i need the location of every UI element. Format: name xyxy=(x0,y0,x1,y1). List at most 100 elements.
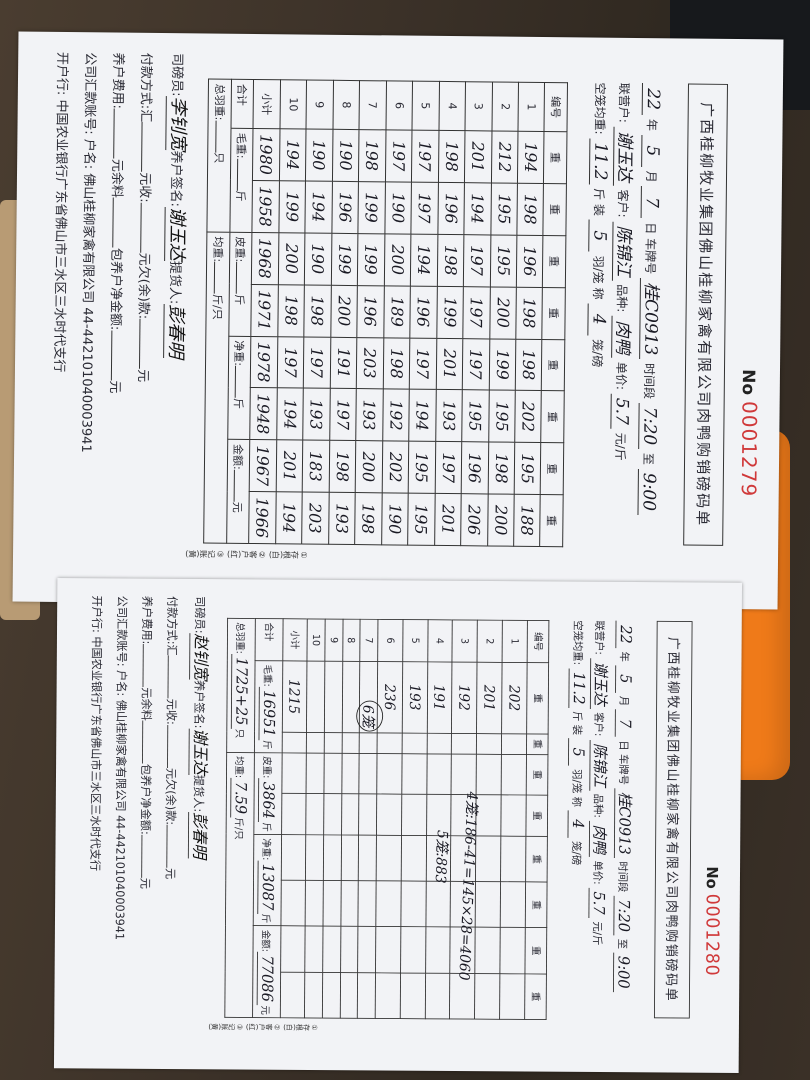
table-row: 5 197 197 194 196 197 194 195 195 xyxy=(407,81,440,546)
subtotal-cell: 1971 xyxy=(250,284,279,337)
total-net-label: 净重: xyxy=(260,838,273,861)
weight-cell: 195 xyxy=(490,182,518,235)
copy-legend: ①存根(白) ②客户(红) ③记账(黄) xyxy=(185,549,309,560)
weight-cell: 198 xyxy=(328,440,356,493)
subtotal-row: 小计 1215 xyxy=(279,618,308,1018)
field-cage-weight: 11.2 xyxy=(568,668,588,708)
field-cage-weight: 11.2 xyxy=(588,138,611,185)
unit: 只 xyxy=(233,728,246,739)
header-date-line: 22 年 5 月 7 日 车牌号 桂C0913 时间段 7:20 至 9:00 xyxy=(637,83,668,563)
total-label: 合计 xyxy=(254,618,283,661)
row-number: 5 xyxy=(412,81,440,131)
col-header-weight: 重 xyxy=(526,795,548,837)
total-birds-value xyxy=(215,120,217,153)
total-birds-label: 总羽重: xyxy=(212,83,226,121)
row-number: 7 xyxy=(359,80,387,130)
weight-cell: 201 xyxy=(464,130,492,183)
table-row: 10 xyxy=(304,618,326,1019)
unit: 只 xyxy=(211,152,226,164)
weight-cell: 202 xyxy=(381,441,409,494)
total-net: 净重: 斤 xyxy=(227,335,251,440)
form-title: 广西桂柳牧业集团佛山桂柳家禽有限公司肉鸭购销磅码单 xyxy=(653,620,693,1019)
row-number: 8 xyxy=(332,80,360,130)
weight-cell: 201 xyxy=(476,662,503,734)
weight-cell xyxy=(340,880,359,927)
header-party-line: 联营户: 谢玉达 客户: 陈锦江 品种: 肉鸭 单价: 5.7 元/斤 xyxy=(609,83,640,563)
owe-label: 欠(余)款: xyxy=(135,265,152,320)
weight-cell xyxy=(400,926,426,973)
weight-cell xyxy=(304,972,323,1019)
row-number: 10 xyxy=(307,618,326,662)
table-row: 8 xyxy=(339,619,361,1019)
owe-field xyxy=(138,319,141,370)
col-header-weight: 重 xyxy=(543,131,567,184)
col-header-weight: 重 xyxy=(525,836,548,883)
weight-cell xyxy=(306,793,324,835)
form-title: 广西桂柳牧业集团佛山桂柳家禽有限公司肉鸭购销磅码单 xyxy=(683,83,728,546)
serial-value: 0001280 xyxy=(701,893,724,977)
label-plate: 车牌号 xyxy=(617,753,630,786)
weight-cell xyxy=(323,834,342,881)
subtotal-row: 小计 1980 1958 1968 1971 1978 1948 1967 1966 xyxy=(248,79,281,544)
row-number: 4 xyxy=(438,81,466,131)
col-header-weight: 重 xyxy=(543,183,567,236)
label-per-scale: 笼/磅 xyxy=(570,840,583,866)
label-y: 年 xyxy=(644,118,659,132)
subtotal-cell: 1967 xyxy=(249,439,277,492)
label-d: 日 xyxy=(617,740,630,751)
subtotal-cell: 1978 xyxy=(250,335,278,389)
table-row: 5 193 xyxy=(399,619,428,1019)
unit: 元 xyxy=(136,252,152,266)
weight-cell: 195 xyxy=(514,442,542,495)
weight-cell: 188 xyxy=(513,494,541,547)
subtotal-cell xyxy=(280,880,306,927)
total-tare-label: 皮重: xyxy=(261,756,273,779)
label-time: 时间段 xyxy=(616,861,630,893)
payment-label: 付款方式: xyxy=(164,595,179,645)
col-header-weight: 重 xyxy=(525,881,548,928)
weight-cell xyxy=(357,926,376,973)
weight-cell xyxy=(322,926,341,973)
weight-cell: 200 xyxy=(355,440,383,493)
col-header-weight: 重 xyxy=(526,754,548,796)
total-gross-label: 毛重: xyxy=(234,132,248,159)
fee-field xyxy=(142,644,144,688)
weight-cell: 191 xyxy=(329,336,357,389)
weight-cell: 199 xyxy=(358,181,386,234)
total-gross-value xyxy=(237,158,239,191)
weight-cell: 195 xyxy=(461,390,489,443)
total-amount-label: 金额: xyxy=(259,929,272,952)
weight-cell xyxy=(305,926,324,973)
label-price-unit: 元/斤 xyxy=(590,921,604,946)
weight-cell: 198 xyxy=(436,234,464,287)
row-number: 1 xyxy=(517,82,545,132)
total-amount: 金额:77086元 xyxy=(252,925,281,1018)
feed-label: 余料 xyxy=(138,698,153,721)
weight-cell: 197 xyxy=(434,441,462,494)
weight-cell xyxy=(323,793,342,835)
unit: 元 xyxy=(163,767,177,780)
label-load: 装 xyxy=(570,724,584,736)
field-load: 5 xyxy=(568,738,588,766)
weight-cell xyxy=(306,661,325,733)
weight-cell: 196 xyxy=(409,285,437,338)
total-gross-value: 16951 xyxy=(258,686,278,741)
receive-field xyxy=(167,724,169,768)
weight-cell: 212 xyxy=(490,130,518,184)
grower-signature: 谢玉达 xyxy=(164,206,192,262)
weight-cell xyxy=(375,835,402,882)
subtotal-label: 小计 xyxy=(282,618,308,662)
unit: 包 xyxy=(108,247,124,262)
footer-fees: 养户费用:元余料包养户净金额:元 xyxy=(105,52,130,592)
pickup-signature: 彭春明 xyxy=(187,812,213,859)
weight-cell xyxy=(401,794,427,836)
grower-net-field xyxy=(110,330,113,381)
weight-cell xyxy=(323,752,342,794)
unit: 元 xyxy=(136,172,153,186)
weight-cell xyxy=(426,753,452,795)
col-header-weight: 重 xyxy=(541,339,565,392)
weight-cell xyxy=(339,972,358,1019)
table-row: 9 xyxy=(322,619,343,1019)
field-plate: 桂C0913 xyxy=(639,277,666,360)
unit: 元 xyxy=(162,868,177,880)
